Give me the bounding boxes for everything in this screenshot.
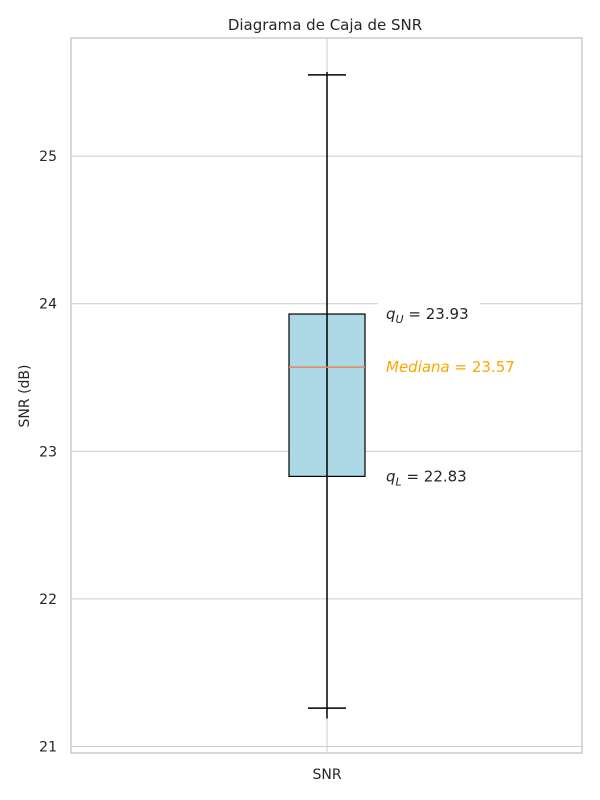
y-tick-label: 21 xyxy=(39,740,57,756)
y-tick-label: 24 xyxy=(39,297,57,313)
q-upper-annotation: qU = 23.93 xyxy=(386,305,469,326)
y-tick-label: 22 xyxy=(39,592,57,608)
chart-title: Diagrama de Caja de SNR xyxy=(228,16,422,34)
box-layer xyxy=(288,71,366,719)
annotation-bg xyxy=(378,302,480,327)
y-axis-label: SNR (dB) xyxy=(17,365,33,428)
median-annotation: Mediana = 23.57 xyxy=(386,358,515,376)
annotation-layer: qU = 23.93 qL = 22.83 Mediana = 23.57 xyxy=(378,302,515,488)
y-tick-label: 25 xyxy=(39,149,57,165)
x-tick-label: SNR xyxy=(312,767,341,783)
q-lower-annotation: qL = 22.83 xyxy=(386,467,467,488)
plot-frame xyxy=(70,37,583,754)
y-tick-label: 23 xyxy=(39,444,57,460)
tick-layer: 21 22 23 24 25 SNR xyxy=(39,149,342,783)
